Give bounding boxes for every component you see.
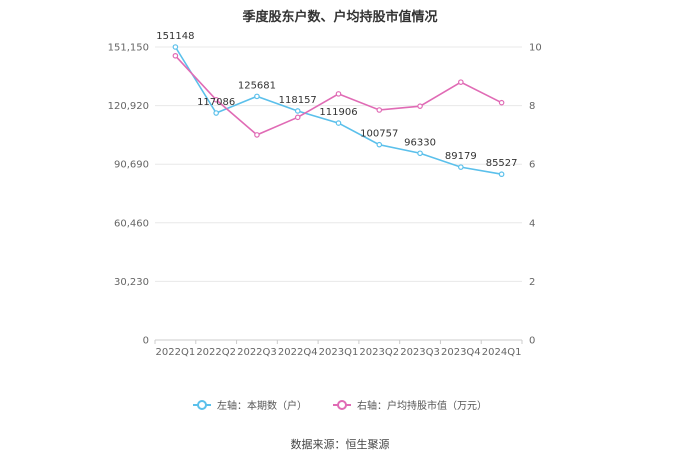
data-label: 118157 <box>279 95 317 106</box>
right-axis-tick-label: 4 <box>529 218 535 229</box>
right-series-point <box>417 103 423 109</box>
right-series-point <box>213 96 219 103</box>
data-source: 数据来源：恒生聚源 <box>290 438 390 451</box>
left-series-point <box>376 141 383 148</box>
legend-item-right-series[interactable]: 右轴：户均持股市值（万元） <box>333 397 487 412</box>
data-label: 125681 <box>238 80 276 91</box>
right-series-point <box>172 52 179 59</box>
left-axis-tick-label: 60,460 <box>114 218 149 229</box>
right-series-point <box>335 91 342 97</box>
axis-ticks: 0 0 30,230 2 60,460 4 90,690 6 120,920 8 151,150 10… <box>108 43 542 359</box>
left-series-point <box>417 150 423 157</box>
right-axis-tick-label: 8 <box>529 101 535 112</box>
right-series-point <box>498 99 505 106</box>
left-axis-tick-label: 0 <box>143 336 149 347</box>
data-label: 117086 <box>197 97 235 108</box>
right-axis-tick-label: 10 <box>529 43 542 54</box>
right-series-point <box>294 114 301 121</box>
series-lines <box>172 44 505 178</box>
left-axis-tick-label: 90,690 <box>114 160 149 171</box>
left-axis-tick-label: 120,920 <box>108 101 149 112</box>
data-label: 96330 <box>404 137 436 148</box>
left-series-point <box>294 108 301 114</box>
right-axis-tick-label: 0 <box>529 336 535 347</box>
data-label: 111906 <box>319 107 357 118</box>
left-axis-tick-label: 30,230 <box>114 277 149 288</box>
legend: 左轴：本期数（户） 右轴：户均持股市值（万元） <box>0 397 680 412</box>
x-axis-tick-label: 2023Q2 <box>359 347 399 358</box>
x-axis-tick-label: 2023Q1 <box>319 347 359 358</box>
data-label: 151148 <box>156 31 194 42</box>
right-axis-tick-label: 2 <box>529 277 535 288</box>
legend-left-series-label: 左轴：本期数（户） <box>217 401 307 412</box>
right-series-point <box>376 107 383 113</box>
right-series-point <box>254 132 260 138</box>
legend-right-series-label: 右轴：户均持股市值（万元） <box>357 401 487 412</box>
x-axis-tick-label: 2024Q1 <box>482 347 522 358</box>
x-axis-tick-label: 2022Q2 <box>196 347 236 358</box>
data-label: 100757 <box>360 129 398 140</box>
data-label: 85527 <box>486 158 518 169</box>
left-axis-tick-label: 151,150 <box>108 43 149 54</box>
right-axis-tick-label: 6 <box>529 160 535 171</box>
grid-lines <box>155 46 522 341</box>
left-series-point <box>213 110 219 116</box>
x-axis-tick-label: 2022Q1 <box>156 347 196 358</box>
legend-item-left-series[interactable]: 左轴：本期数（户） <box>193 397 307 412</box>
chart-title: 季度股东户数、户均持股市值情况 <box>242 10 438 25</box>
left-series-point <box>172 44 179 50</box>
x-axis-tick-label: 2022Q4 <box>278 347 318 358</box>
legend-right-series-icon <box>333 399 351 410</box>
x-axis-tick-label: 2023Q4 <box>441 347 481 358</box>
x-axis-tick-label: 2022Q3 <box>237 347 277 358</box>
legend-left-series-icon <box>193 399 211 410</box>
left-series-point <box>335 120 342 126</box>
left-series-point <box>498 171 505 178</box>
left-series-point <box>458 164 464 170</box>
x-axis-tick-label: 2023Q3 <box>400 347 440 358</box>
data-label: 89179 <box>445 151 477 162</box>
left-series-point <box>254 93 260 100</box>
right-series-point <box>458 79 464 85</box>
